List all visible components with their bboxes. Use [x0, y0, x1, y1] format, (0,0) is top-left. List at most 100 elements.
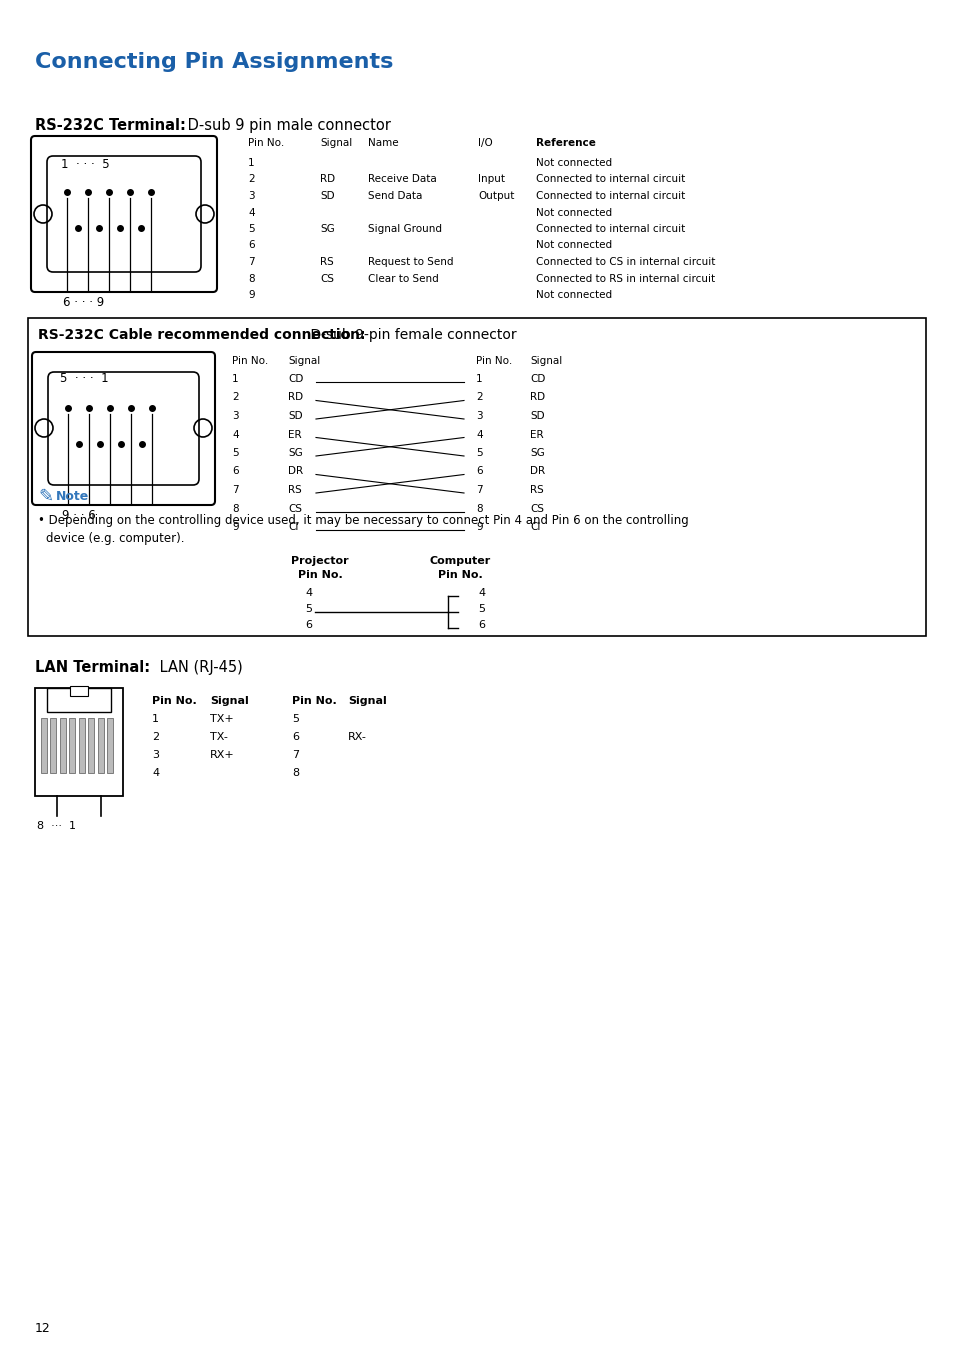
Text: Connected to RS in internal circuit: Connected to RS in internal circuit	[536, 273, 715, 284]
Text: 6: 6	[292, 732, 298, 742]
Text: Pin No.: Pin No.	[248, 138, 284, 149]
Text: ER: ER	[530, 430, 543, 439]
Text: RS-232C Terminal:: RS-232C Terminal:	[35, 118, 186, 132]
Bar	[28, 317, 925, 636]
Text: 5: 5	[232, 449, 238, 458]
Text: Connected to internal circuit: Connected to internal circuit	[536, 224, 684, 234]
Text: Not connected: Not connected	[536, 208, 612, 218]
Text: SD: SD	[319, 190, 335, 201]
Text: CS: CS	[530, 504, 543, 513]
Bar	[41, 717, 47, 773]
Text: 4: 4	[305, 588, 312, 598]
Text: DR: DR	[288, 466, 303, 477]
Bar	[47, 688, 111, 712]
Text: 6: 6	[476, 466, 482, 477]
Text: Projector: Projector	[291, 557, 349, 566]
Text: LAN Terminal:: LAN Terminal:	[35, 661, 150, 676]
Text: SG: SG	[530, 449, 544, 458]
Text: Pin No.: Pin No.	[232, 357, 268, 366]
Text: 12: 12	[35, 1323, 51, 1335]
Text: Request to Send: Request to Send	[368, 257, 453, 267]
Text: Name: Name	[368, 138, 398, 149]
Text: SG: SG	[319, 224, 335, 234]
Text: 1: 1	[476, 374, 482, 384]
Text: CD: CD	[530, 374, 545, 384]
Text: 7: 7	[292, 750, 299, 761]
Text: Signal Ground: Signal Ground	[368, 224, 441, 234]
Text: Not connected: Not connected	[536, 290, 612, 300]
Text: 3: 3	[476, 411, 482, 422]
Text: RS: RS	[530, 485, 543, 494]
FancyBboxPatch shape	[48, 372, 199, 485]
Text: CI: CI	[288, 521, 298, 532]
Text: CI: CI	[530, 521, 539, 532]
Text: Note: Note	[56, 490, 90, 503]
Text: SG: SG	[288, 449, 302, 458]
FancyBboxPatch shape	[47, 155, 201, 272]
Text: Connecting Pin Assignments: Connecting Pin Assignments	[35, 51, 393, 72]
Bar	[70, 686, 88, 696]
Text: 5: 5	[292, 713, 298, 724]
Text: Pin No.: Pin No.	[476, 357, 512, 366]
Text: Pin No.: Pin No.	[297, 570, 342, 580]
Text: 8: 8	[248, 273, 254, 284]
Text: 1: 1	[152, 713, 159, 724]
Text: 5: 5	[476, 449, 482, 458]
Text: 8: 8	[476, 504, 482, 513]
Bar	[89, 717, 94, 773]
Text: CS: CS	[319, 273, 334, 284]
Bar	[70, 717, 75, 773]
FancyBboxPatch shape	[30, 136, 216, 292]
Text: 1: 1	[232, 374, 238, 384]
Text: 6: 6	[248, 240, 254, 250]
Text: Clear to Send: Clear to Send	[368, 273, 438, 284]
Text: RD: RD	[530, 393, 544, 403]
Text: 7: 7	[248, 257, 254, 267]
Text: ✎: ✎	[38, 488, 53, 507]
Text: 6: 6	[232, 466, 238, 477]
Text: 6: 6	[477, 620, 484, 630]
Text: 3: 3	[232, 411, 238, 422]
Text: Signal: Signal	[210, 696, 249, 707]
Text: Reference: Reference	[536, 138, 596, 149]
Text: Connected to CS in internal circuit: Connected to CS in internal circuit	[536, 257, 715, 267]
Text: 1  · · ·  5: 1 · · · 5	[61, 158, 110, 172]
Text: 8: 8	[232, 504, 238, 513]
Text: CS: CS	[288, 504, 302, 513]
Text: 4: 4	[477, 588, 485, 598]
Text: 9: 9	[248, 290, 254, 300]
Text: 4: 4	[476, 430, 482, 439]
Text: 2: 2	[476, 393, 482, 403]
Text: 7: 7	[232, 485, 238, 494]
Text: Computer: Computer	[429, 557, 490, 566]
Text: Receive Data: Receive Data	[368, 174, 436, 185]
Text: 3: 3	[152, 750, 159, 761]
Bar	[60, 717, 66, 773]
Text: device (e.g. computer).: device (e.g. computer).	[46, 532, 184, 544]
Text: Connected to internal circuit: Connected to internal circuit	[536, 190, 684, 201]
Text: 9 · · 6: 9 · · 6	[62, 509, 95, 521]
Text: D-sub 9-pin female connector: D-sub 9-pin female connector	[306, 328, 517, 342]
Text: RD: RD	[288, 393, 303, 403]
Text: 8  ···  1: 8 ··· 1	[37, 821, 76, 831]
Text: 5  · · ·  1: 5 · · · 1	[60, 372, 109, 385]
Text: Signal: Signal	[530, 357, 561, 366]
Text: RS: RS	[319, 257, 334, 267]
Text: Signal: Signal	[319, 138, 352, 149]
Text: Pin No.: Pin No.	[152, 696, 196, 707]
Text: 4: 4	[232, 430, 238, 439]
Text: SD: SD	[530, 411, 544, 422]
FancyBboxPatch shape	[32, 353, 214, 505]
Text: SD: SD	[288, 411, 302, 422]
Text: 2: 2	[232, 393, 238, 403]
Text: Input: Input	[477, 174, 504, 185]
Text: 5: 5	[305, 604, 312, 613]
Text: Pin No.: Pin No.	[292, 696, 336, 707]
Text: 1: 1	[248, 158, 254, 168]
Text: 5: 5	[248, 224, 254, 234]
Text: CD: CD	[288, 374, 303, 384]
Text: RX+: RX+	[210, 750, 234, 761]
Text: TX+: TX+	[210, 713, 233, 724]
Text: Not connected: Not connected	[536, 240, 612, 250]
Text: I/O: I/O	[477, 138, 493, 149]
